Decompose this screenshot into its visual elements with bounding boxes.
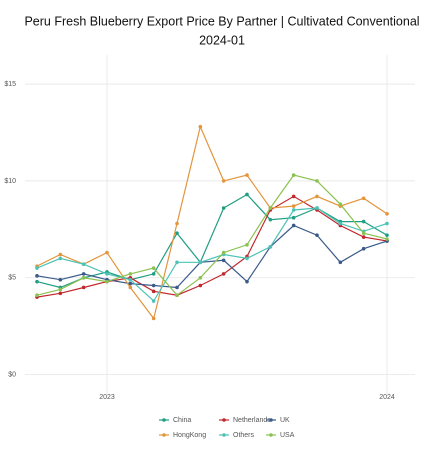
point bbox=[175, 260, 179, 265]
point bbox=[35, 274, 39, 278]
point bbox=[105, 272, 109, 276]
point bbox=[385, 221, 389, 226]
series-line bbox=[36, 124, 388, 320]
legend-marker bbox=[222, 418, 226, 422]
point bbox=[315, 233, 319, 237]
legend-marker bbox=[269, 433, 273, 437]
point bbox=[291, 223, 296, 228]
point bbox=[35, 279, 39, 284]
point bbox=[128, 272, 133, 276]
x-tick-label: 2024 bbox=[379, 394, 395, 401]
point bbox=[175, 221, 179, 226]
point bbox=[385, 237, 389, 241]
point bbox=[268, 217, 273, 222]
point bbox=[151, 316, 156, 321]
point bbox=[58, 256, 63, 261]
point bbox=[175, 293, 179, 298]
point bbox=[361, 246, 366, 251]
point bbox=[221, 272, 226, 276]
point bbox=[338, 221, 343, 226]
point bbox=[175, 285, 179, 290]
point bbox=[291, 173, 296, 177]
point bbox=[338, 260, 343, 265]
point bbox=[35, 266, 39, 270]
point bbox=[128, 281, 133, 286]
legend-label: HongKong bbox=[173, 432, 206, 439]
point bbox=[198, 124, 203, 129]
legend-marker bbox=[162, 418, 166, 422]
point bbox=[128, 277, 133, 282]
series-line bbox=[36, 195, 388, 298]
point bbox=[105, 250, 109, 255]
chart-title: Peru Fresh Blueberry Export Price By Par… bbox=[24, 14, 419, 28]
point bbox=[291, 215, 296, 220]
y-tick-label: $10 bbox=[4, 178, 16, 185]
point bbox=[198, 260, 203, 265]
legend-marker bbox=[162, 433, 166, 437]
point bbox=[245, 173, 249, 177]
point bbox=[291, 208, 296, 212]
point bbox=[385, 233, 389, 237]
point bbox=[105, 279, 109, 284]
legend-label: Netherlands bbox=[233, 417, 271, 424]
point bbox=[221, 258, 226, 263]
point bbox=[245, 243, 249, 247]
point bbox=[361, 219, 366, 224]
point bbox=[221, 250, 226, 255]
point bbox=[81, 262, 86, 267]
y-tick-label: $0 bbox=[8, 371, 16, 378]
x-tick-label: 2023 bbox=[99, 394, 115, 401]
point bbox=[268, 206, 273, 210]
legend-marker bbox=[269, 418, 273, 422]
y-tick-label: $15 bbox=[4, 81, 16, 88]
point bbox=[128, 285, 133, 290]
series-line bbox=[36, 174, 388, 297]
point bbox=[151, 283, 156, 288]
legend-label: UK bbox=[280, 417, 290, 424]
point bbox=[198, 275, 203, 280]
point bbox=[291, 194, 296, 199]
point bbox=[35, 293, 39, 298]
point bbox=[245, 279, 249, 284]
point bbox=[151, 272, 156, 276]
y-tick-label: $5 bbox=[8, 275, 16, 282]
point bbox=[81, 285, 86, 290]
point bbox=[385, 212, 389, 216]
point bbox=[245, 256, 249, 261]
point bbox=[268, 244, 273, 249]
legend-marker bbox=[222, 433, 226, 437]
point bbox=[81, 272, 86, 276]
point bbox=[315, 206, 319, 210]
point bbox=[361, 235, 366, 239]
point bbox=[291, 204, 296, 208]
point bbox=[58, 287, 63, 292]
point bbox=[58, 291, 63, 296]
point bbox=[198, 283, 203, 288]
chart-subtitle: 2024-01 bbox=[199, 33, 245, 47]
series-line bbox=[36, 193, 388, 289]
point bbox=[175, 231, 179, 236]
point bbox=[361, 231, 366, 236]
point bbox=[361, 196, 366, 201]
point bbox=[338, 202, 343, 206]
legend-label: USA bbox=[280, 432, 295, 439]
point bbox=[221, 206, 226, 210]
point bbox=[315, 179, 319, 183]
point bbox=[81, 275, 86, 280]
legend-label: China bbox=[173, 417, 191, 424]
series-line bbox=[36, 207, 388, 302]
point bbox=[245, 192, 249, 197]
point bbox=[151, 299, 156, 303]
point bbox=[151, 266, 156, 270]
legend-label: Others bbox=[233, 432, 255, 439]
point bbox=[315, 194, 319, 199]
point bbox=[221, 179, 226, 183]
point bbox=[58, 252, 63, 257]
point bbox=[151, 289, 156, 294]
series-line bbox=[36, 224, 388, 289]
point bbox=[58, 277, 63, 282]
